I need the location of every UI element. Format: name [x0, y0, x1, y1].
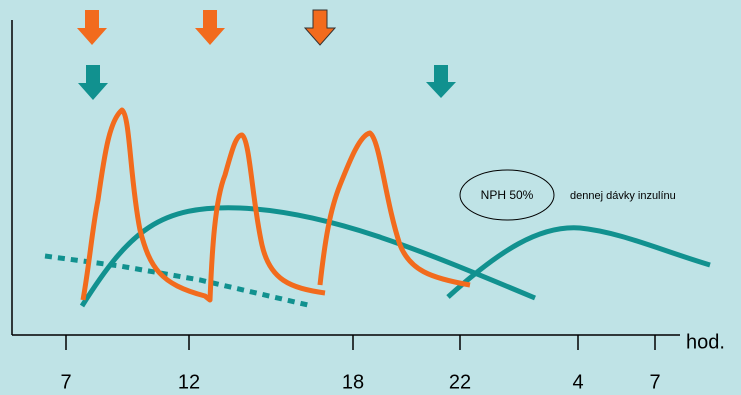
orange-arrow [77, 10, 107, 45]
dotted-curve [44, 253, 309, 308]
orange-curve [317, 130, 471, 288]
orange-arrow [195, 10, 225, 45]
orange-curve [80, 107, 326, 303]
tick-label: 12 [178, 371, 200, 393]
tick-label: 18 [342, 371, 364, 393]
tick-label: 7 [649, 371, 660, 393]
teal-curve [446, 225, 711, 299]
annotation-label: NPH 50% [481, 188, 534, 202]
tick-label: 7 [60, 371, 71, 393]
tick-label: 22 [449, 371, 471, 393]
teal-arrow [78, 65, 108, 100]
teal-arrow [426, 65, 456, 98]
tick-label: 4 [572, 371, 583, 393]
orange-arrow [303, 9, 337, 46]
annotation-ellipse [459, 169, 555, 221]
teal-curve [79, 205, 536, 308]
tick-marks [65, 335, 656, 350]
axis-unit: hod. [686, 331, 725, 353]
annotation-text: dennej dávky inzulínu [570, 190, 676, 202]
